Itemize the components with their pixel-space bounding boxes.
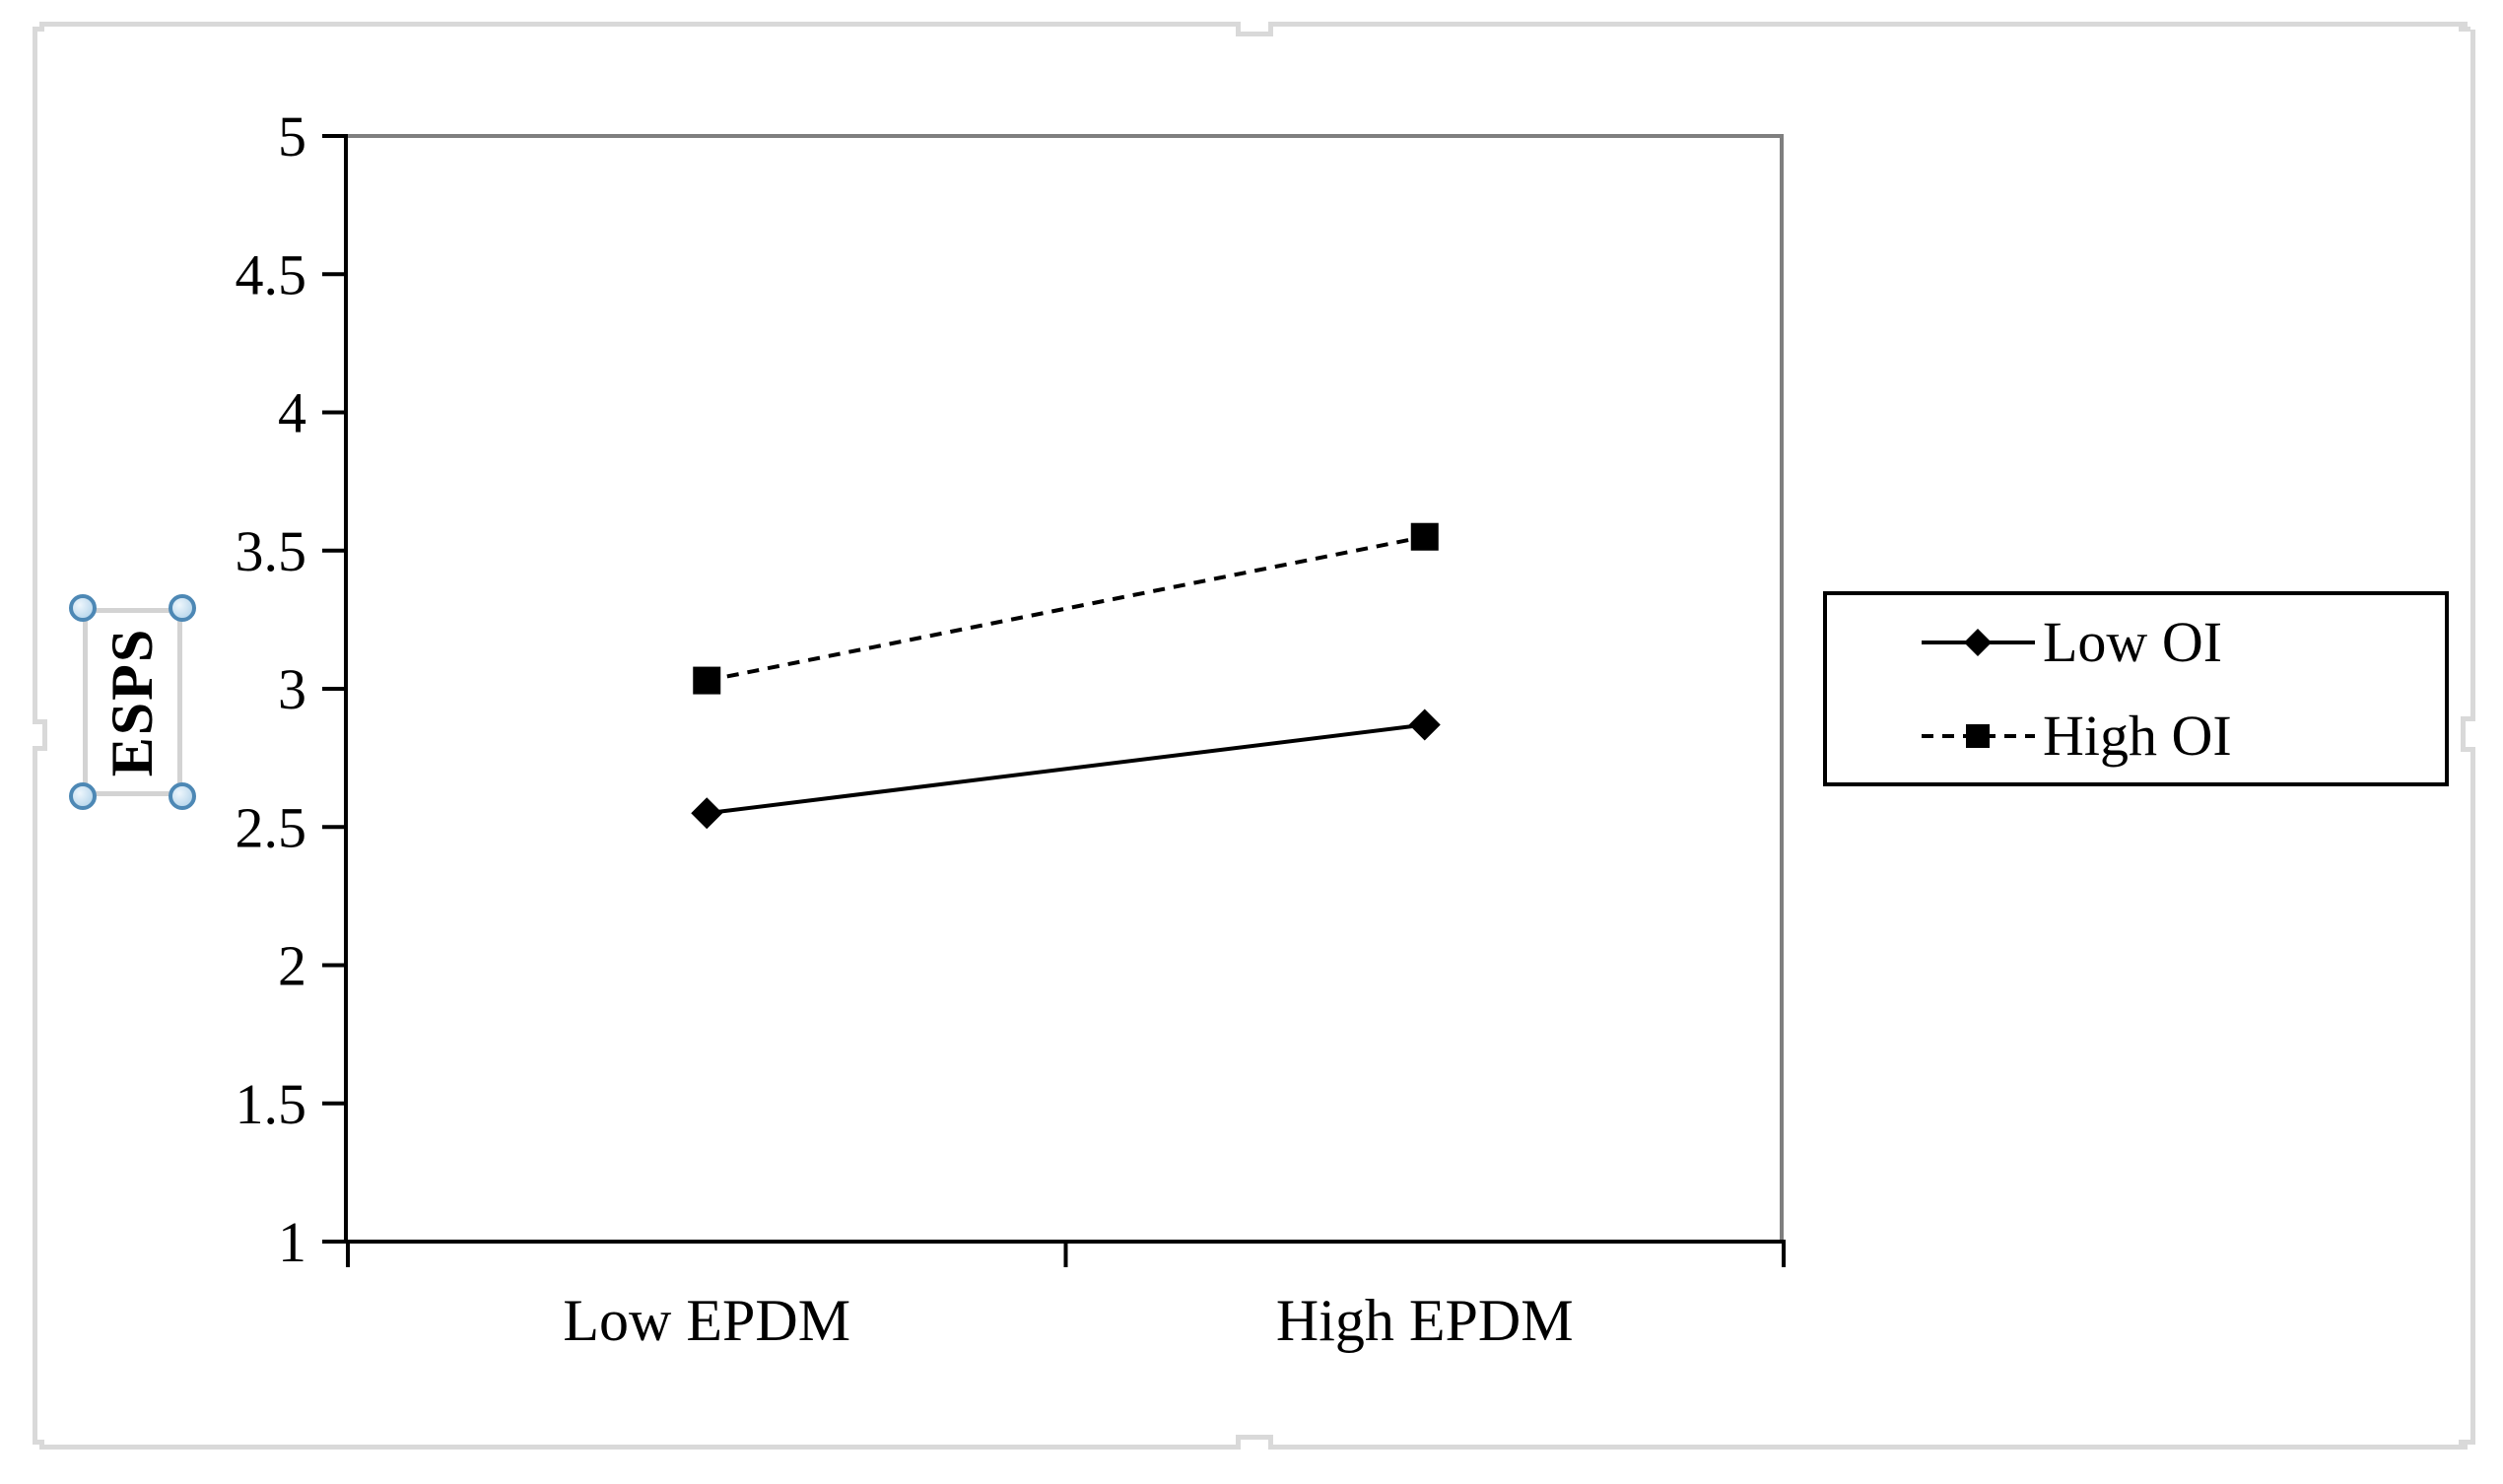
selection-handle-ne[interactable] — [169, 594, 196, 622]
series-line-high-oi — [706, 534, 1426, 683]
canvas-border-top-notch — [1236, 22, 1273, 36]
y-tick-label: 1.5 — [236, 1072, 307, 1136]
y-tick-label: 4.5 — [236, 242, 307, 306]
y-tick-label: 3 — [278, 657, 306, 721]
canvas-corner-step-tr — [2459, 27, 2470, 32]
canvas-border-left-upper-segment — [33, 30, 37, 719]
y-tick-label: 5 — [278, 104, 306, 169]
canvas-border-bottom-left-segment — [39, 1445, 1236, 1450]
y-tick-label: 1 — [278, 1210, 306, 1274]
y-tick-label: 4 — [278, 381, 306, 445]
selection-handle-sw[interactable] — [69, 782, 97, 810]
y-axis-title-box[interactable]: ESPS — [83, 608, 182, 796]
series-line-low-oi — [707, 722, 1425, 816]
selection-handle-nw[interactable] — [69, 594, 97, 622]
legend-glyph-dashed-line-square-icon — [1922, 723, 2035, 748]
canvas-border-bottom-right-segment — [1273, 1445, 2468, 1450]
canvas-border-bottom-notch — [1236, 1435, 1273, 1450]
y-tick-label: 2 — [278, 934, 306, 998]
legend-glyph-solid-line-diamond-icon — [1922, 628, 2035, 656]
canvas-border-left-notch — [33, 719, 47, 751]
canvas-border-left-lower-segment — [33, 751, 37, 1445]
y-tick-label: 2.5 — [236, 795, 307, 859]
canvas-border-right-notch — [2461, 716, 2475, 752]
data-point-square — [1410, 522, 1439, 551]
y-tick-label: 3.5 — [236, 519, 307, 583]
canvas-corner-step-br — [2459, 1440, 2470, 1445]
legend-label-low-oi: Low OI — [2043, 610, 2223, 674]
canvas-corner-step-bl — [33, 1440, 44, 1445]
canvas-border-right-lower-segment — [2470, 752, 2475, 1445]
y-axis-title: ESPS — [100, 627, 166, 777]
selection-handle-se[interactable] — [169, 782, 196, 810]
canvas-corner-step-tl — [33, 27, 44, 32]
legend-label-high-oi: High OI — [2043, 704, 2232, 768]
data-point-square — [693, 666, 721, 695]
canvas-border-top-left-segment — [39, 22, 1236, 27]
canvas-border-top-right-segment — [1273, 22, 2468, 27]
legend-item-high-oi[interactable]: High OI — [1827, 689, 2445, 782]
canvas-border-right-upper-segment — [2470, 30, 2475, 716]
legend[interactable]: Low OI High OI — [1823, 591, 2449, 786]
x-category-label: High EPDM — [1276, 1288, 1574, 1353]
x-category-label: Low EPDM — [563, 1288, 850, 1353]
data-point-diamond — [1408, 708, 1441, 741]
legend-item-low-oi[interactable]: Low OI — [1827, 595, 2445, 689]
data-point-diamond — [691, 797, 723, 830]
